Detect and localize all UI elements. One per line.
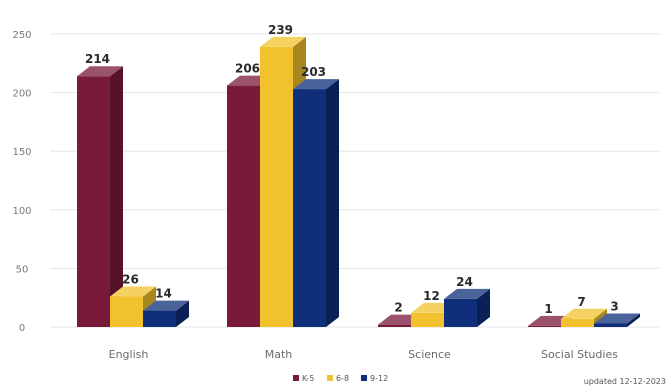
bar-top-face [561,308,607,319]
legend-item: 9-12 [361,374,388,383]
bar-front-face [444,298,477,327]
data-label: 12 [423,289,440,303]
bar-side-face [110,66,123,327]
bar [444,288,490,327]
bar-front-face [110,296,143,327]
bars [77,36,640,328]
bar [77,66,123,327]
bar [594,313,640,327]
legend: K-5 6-8 9-12 [293,374,388,383]
category-label: English [109,348,149,361]
data-label: 14 [155,287,172,301]
data-label: 214 [85,52,110,66]
y-axis-ticks: 0 50 100 150 200 250 [12,30,31,334]
data-label: 24 [456,275,473,289]
legend-item: K-5 [293,374,314,383]
bar-side-face [176,300,189,327]
category-label: Science [408,348,451,361]
y-tick-label: 100 [12,206,31,217]
value-labels: 214 26 14 206 239 203 2 12 24 1 7 3 [85,23,619,316]
bar-front-face [378,324,411,327]
bar-top-face [293,79,339,90]
legend-swatch [327,375,333,381]
x-axis-categories: English Math Science Social Studies [109,348,619,361]
bar-top-face [77,66,123,77]
bar-front-face [143,310,176,327]
bar-side-face [326,79,339,327]
data-label: 239 [268,23,293,37]
bar-front-face [528,325,561,327]
category-label: Social Studies [541,348,618,361]
data-label: 7 [577,295,585,309]
legend-item: 6-8 [327,374,349,383]
legend-label: K-5 [302,374,314,383]
bar-front-face [561,318,594,327]
bar-top-face [143,300,189,311]
updated-note: updated 12-12-2023 [584,377,666,386]
bar-front-face [594,323,627,327]
data-label: 3 [610,299,618,313]
bar-front-face [293,89,326,327]
bar-front-face [77,76,110,327]
data-label: 26 [122,273,139,287]
bar [110,286,156,327]
y-tick-label: 200 [12,89,31,100]
bar [293,79,339,327]
legend-label: 9-12 [370,374,388,383]
legend-swatch [361,375,367,381]
bar-side-face [627,313,640,327]
bar-side-face [477,288,490,327]
y-tick-label: 150 [12,147,31,158]
data-label: 206 [235,62,260,76]
data-label: 1 [544,302,552,316]
y-tick-label: 0 [19,323,25,334]
bar [143,300,189,327]
y-tick-label: 50 [16,264,29,275]
data-label: 2 [394,301,402,315]
bar-top-face [444,288,490,299]
category-label: Math [265,348,293,361]
bar-front-face [227,85,260,328]
y-tick-label: 250 [12,30,31,41]
data-label: 203 [301,65,326,79]
bar-front-face [411,312,444,327]
bar-top-face [110,286,156,297]
bar-front-face [260,46,293,327]
legend-label: 6-8 [336,374,349,383]
legend-swatch [293,375,299,381]
gridlines [50,33,660,328]
bar-top-face [260,36,306,47]
bar-top-face [594,313,640,324]
